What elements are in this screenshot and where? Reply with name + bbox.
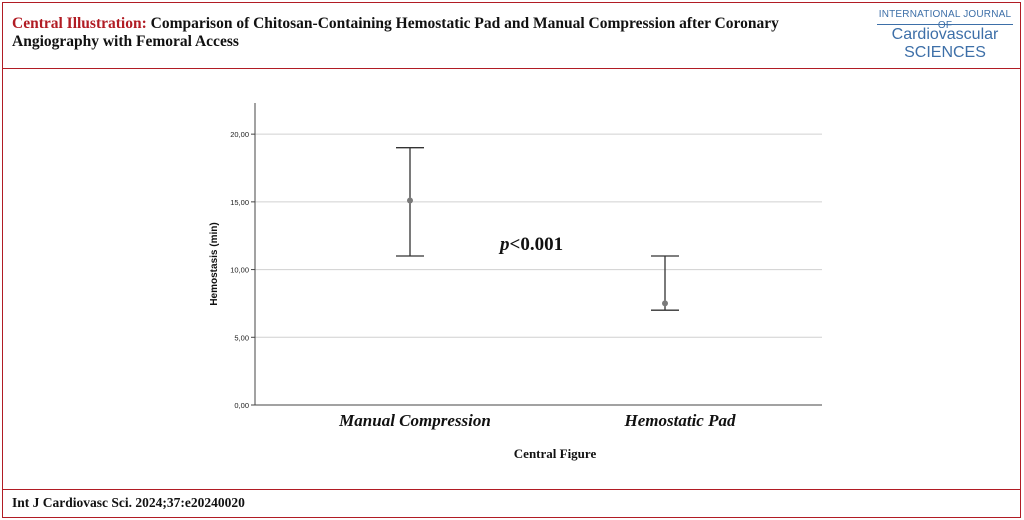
grid-layer: [255, 133, 822, 338]
category-label-hemostatic-pad: Hemostatic Pad: [624, 411, 736, 430]
y-tick-layer: 0,00 5,00 10,00 15,00 20,00: [230, 130, 255, 410]
error-bars-layer: [396, 147, 679, 311]
y-axis-label: Hemostasis (min): [209, 222, 220, 305]
logo-rule: [877, 24, 1013, 25]
header: Central Illustration: Comparison of Chit…: [3, 3, 1020, 69]
error-bar-group: [396, 147, 424, 257]
category-label-manual-compression: Manual Compression: [338, 411, 491, 430]
error-bar-group: [651, 255, 679, 311]
logo-line-2: Cardiovascular: [891, 26, 999, 43]
p-value-rest: <0.001: [510, 234, 564, 255]
title-text: Comparison of Chitosan-Containing Hemost…: [12, 15, 779, 50]
footer: Int J Cardiovasc Sci. 2024;37:e20240020: [3, 489, 1020, 517]
journal-logo: INTERNATIONAL JOURNAL OF Cardiovascular …: [875, 7, 1015, 65]
y-tick-label: 20,00: [230, 130, 249, 139]
y-tick-label: 10,00: [230, 266, 249, 275]
logo-line-1: INTERNATIONAL JOURNAL OF: [878, 9, 1012, 31]
figure-title: Central Illustration: Comparison of Chit…: [12, 15, 802, 51]
citation: Int J Cardiovasc Sci. 2024;37:e20240020: [12, 495, 245, 510]
x-axis-label: Central Figure: [514, 446, 597, 461]
p-value-annotation: p<0.001: [498, 234, 563, 255]
mean-marker: [407, 197, 413, 204]
logo-line-3: SCIENCES: [904, 44, 986, 61]
p-value-italic: p: [498, 234, 510, 255]
y-tick-label: 15,00: [230, 198, 249, 207]
mean-marker: [662, 300, 668, 307]
y-tick-label: 5,00: [234, 333, 249, 342]
y-tick-label: 0,00: [234, 401, 249, 410]
axes-layer: [254, 103, 822, 406]
title-label: Central Illustration:: [12, 15, 147, 32]
